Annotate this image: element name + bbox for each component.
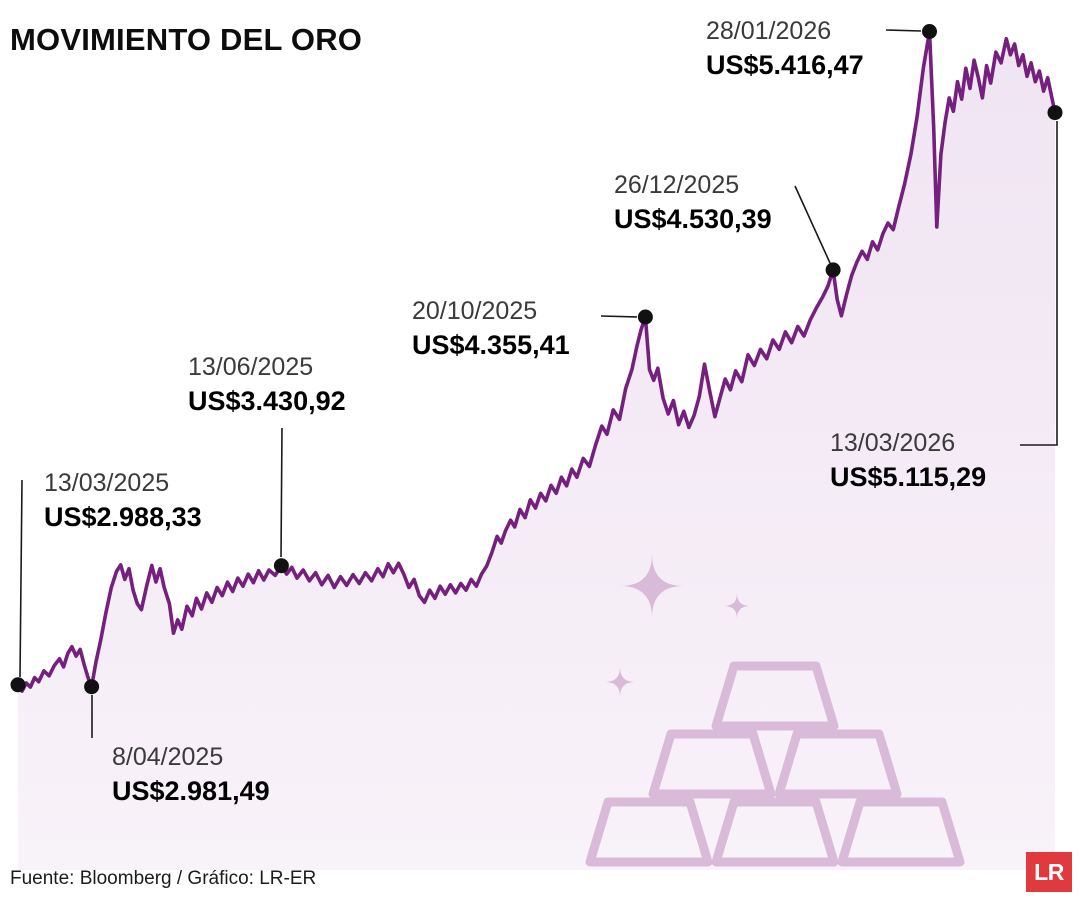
annotation-value: US$4.355,41	[412, 330, 570, 360]
annotation-leader-line	[885, 29, 922, 32]
annotation-28-01-2026: 28/01/2026 US$5.416,47	[706, 14, 864, 82]
annotation-date: 28/01/2026	[706, 17, 832, 45]
annotation-value: US$2.988,33	[44, 502, 202, 532]
page-title: MOVIMIENTO DEL ORO	[10, 22, 363, 57]
annotation-leader-line	[1020, 121, 1058, 446]
annotation-value: US$5.416,47	[706, 50, 864, 80]
annotation-13-03-2025: 13/03/2025 US$2.988,33	[44, 466, 202, 534]
price-line	[16, 29, 1057, 693]
annotation-leader-line	[19, 479, 23, 678]
source-credit: Fuente: Bloomberg / Gráfico: LR-ER	[10, 868, 317, 889]
data-point-marker	[10, 677, 26, 693]
gold-ingot-icon	[585, 797, 713, 867]
data-point-marker	[84, 679, 100, 695]
annotation-value: US$4.530,39	[614, 204, 772, 234]
annotation-26-12-2025: 26/12/2025 US$4.530,39	[614, 168, 772, 236]
data-point-marker	[825, 262, 841, 278]
sparkle-icon	[724, 593, 750, 619]
leader-layer	[19, 29, 1058, 738]
data-point-marker	[1047, 105, 1063, 121]
annotation-date: 13/03/2025	[44, 469, 170, 497]
gold-ingot-icon	[774, 729, 902, 799]
line-layer	[16, 29, 1057, 693]
sparkle-icon	[620, 554, 684, 618]
sparkle-icon	[605, 667, 635, 697]
annotation-8-04-2025: 8/04/2025 US$2.981,49	[112, 740, 270, 808]
marker-layer	[10, 24, 1063, 695]
annotation-date: 13/06/2025	[188, 353, 314, 381]
area-fill	[18, 31, 1055, 870]
annotation-value: US$5.115,29	[830, 462, 987, 492]
annotation-date: 13/03/2026	[830, 429, 956, 457]
gold-ingot-icon	[711, 661, 839, 731]
annotation-leader-line	[794, 185, 831, 264]
annotation-date: 8/04/2025	[112, 743, 224, 771]
annotation-date: 20/10/2025	[412, 297, 538, 325]
lr-logo: LR	[1026, 852, 1072, 892]
gold-bars-watermark	[585, 554, 965, 867]
annotation-date: 26/12/2025	[614, 171, 740, 199]
gold-ingot-icon	[648, 729, 776, 799]
annotation-13-03-2026: 13/03/2026 US$5.115,29	[830, 426, 986, 494]
annotation-leader-line	[600, 315, 638, 318]
annotation-leader-line	[280, 427, 283, 558]
annotation-value: US$2.981,49	[112, 776, 270, 806]
area-layer	[18, 31, 1055, 870]
gold-ingot-icon	[837, 797, 965, 867]
annotation-20-10-2025: 20/10/2025 US$4.355,41	[412, 294, 570, 362]
gold-ingot-icon	[711, 797, 839, 867]
data-point-marker	[637, 309, 653, 325]
data-point-marker	[922, 24, 937, 39]
annotation-13-06-2025: 13/06/2025 US$3.430,92	[188, 350, 346, 418]
data-point-marker	[273, 558, 289, 574]
annotation-value: US$3.430,92	[188, 386, 346, 416]
